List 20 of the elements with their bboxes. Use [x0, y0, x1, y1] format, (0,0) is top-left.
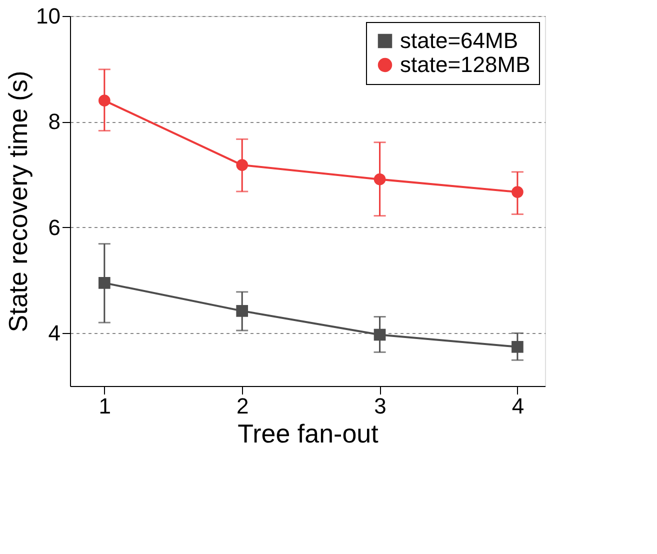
point [374, 328, 386, 341]
legend-label: state=128MB [400, 52, 530, 77]
y-tick-label: 10 [36, 4, 60, 28]
y-tick-label: 4 [48, 320, 60, 346]
point [98, 94, 110, 106]
x-tick-label: 3 [374, 394, 386, 418]
y-tick-label: 8 [48, 109, 60, 134]
y-axis-title: State recovery time (s) [3, 70, 34, 332]
legend-label: state=64MB [400, 28, 518, 53]
x-axis-title: Tree fan-out [238, 418, 380, 448]
point [374, 173, 386, 186]
x-tick-label: 4 [512, 394, 524, 418]
y-tick-label: 6 [48, 214, 60, 240]
x-tick-label: 1 [98, 394, 112, 418]
point [512, 340, 524, 353]
x-tick-label: 2 [236, 394, 249, 418]
point [512, 186, 524, 198]
point [236, 305, 248, 317]
point [98, 277, 110, 289]
point [236, 159, 248, 171]
